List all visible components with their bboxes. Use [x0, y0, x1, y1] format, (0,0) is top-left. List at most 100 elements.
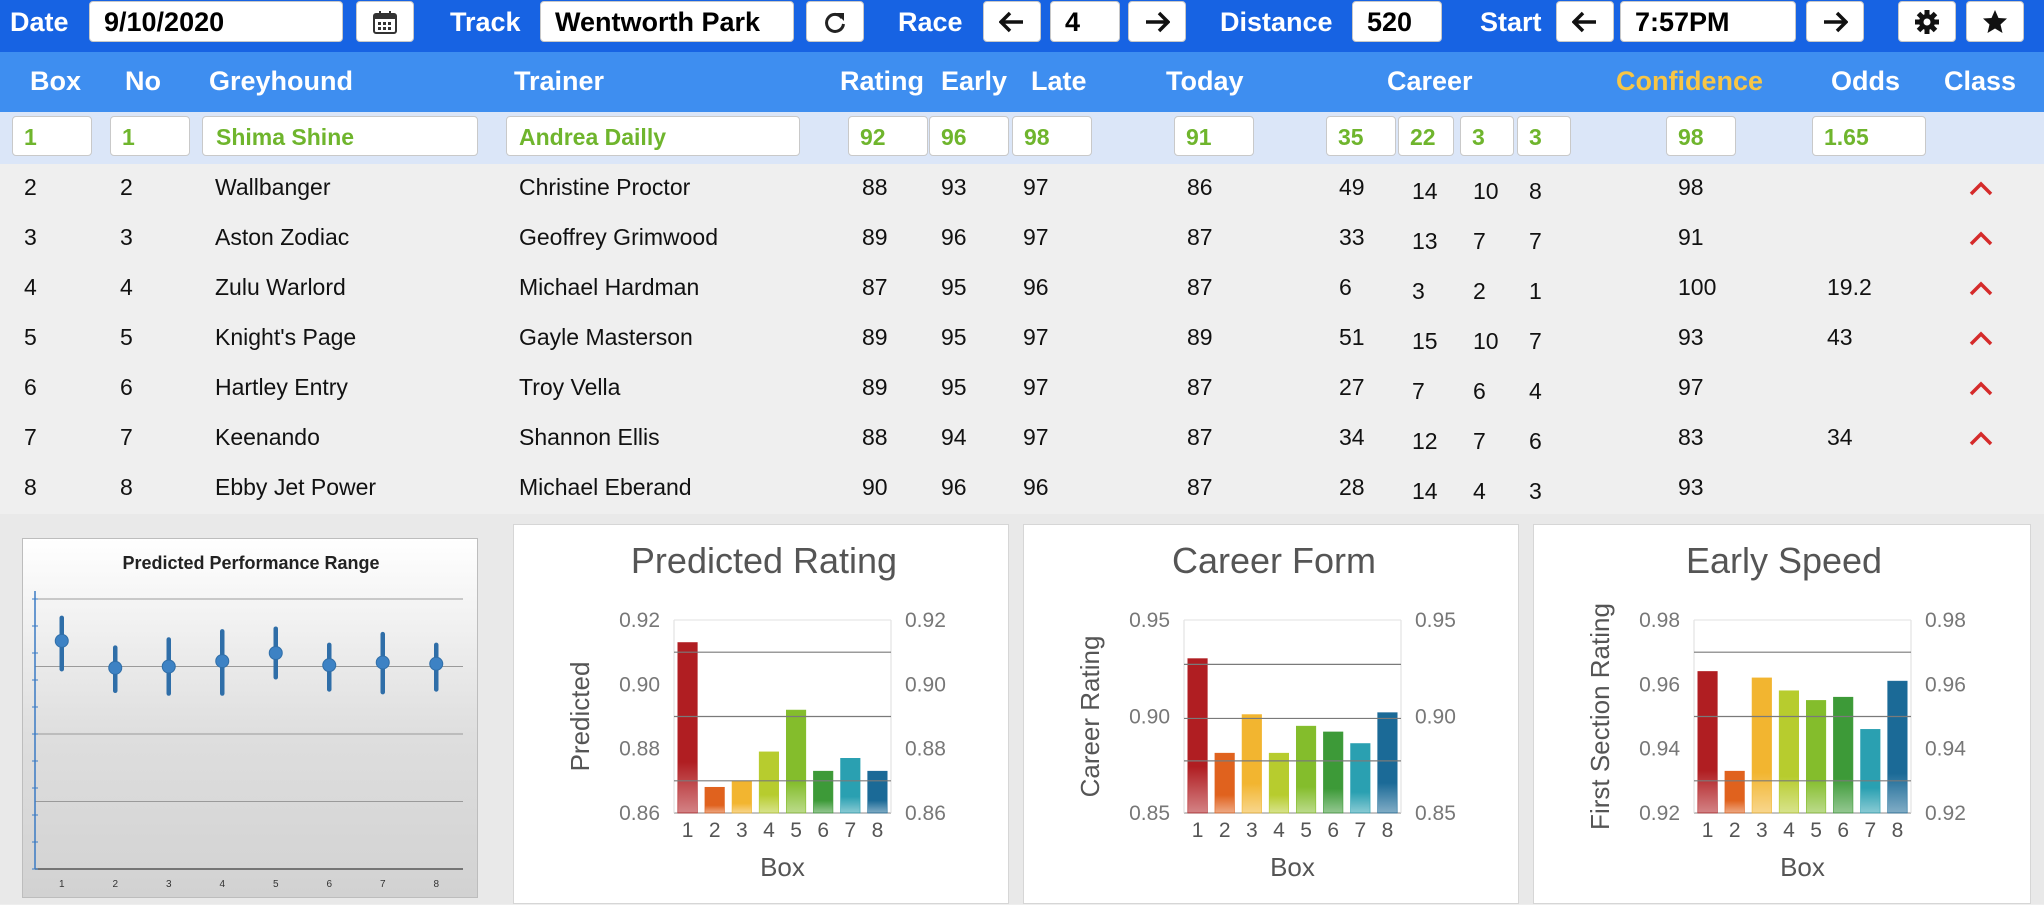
cell-greyhound: Ebby Jet Power	[215, 474, 377, 500]
cell-no: 3	[120, 224, 133, 250]
cell-odds: 19.2	[1827, 274, 1872, 300]
bar	[1295, 725, 1317, 814]
cell-career-wins: 13	[1412, 228, 1438, 254]
x-tick-label: 1	[1702, 819, 1714, 842]
y2-tick-label: 0.88	[905, 738, 946, 761]
selected-career-starts-field[interactable]: 35	[1326, 116, 1396, 156]
selected-career-seconds-field[interactable]: 3	[1460, 116, 1514, 156]
y2-tick-label: 0.96	[1925, 673, 1966, 696]
cell-career-seconds: 4	[1473, 478, 1486, 504]
start-field[interactable]: 7:57PM	[1620, 1, 1796, 42]
x-tick-label: 5	[273, 879, 279, 890]
y2-tick-label: 0.92	[905, 609, 946, 632]
table-row[interactable]: 3 3 Aston Zodiac Geoffrey Grimwood 89 96…	[0, 214, 2044, 264]
cell-today: 87	[1187, 224, 1213, 250]
selected-box-field[interactable]: 1	[12, 116, 92, 156]
race-prev-button[interactable]	[983, 1, 1041, 42]
table-row[interactable]: 6 6 Hartley Entry Troy Vella 89 95 97 87…	[0, 364, 2044, 414]
chevron-up-icon[interactable]	[1968, 278, 1994, 298]
col-late[interactable]: Late	[1031, 66, 1087, 96]
selected-no-field[interactable]: 1	[110, 116, 190, 156]
cell-trainer: Michael Hardman	[519, 274, 700, 300]
cell-career-thirds: 1	[1529, 278, 1542, 304]
selected-today-field[interactable]: 91	[1174, 116, 1254, 156]
settings-button[interactable]	[1898, 1, 1956, 42]
x-tick-label: 2	[112, 879, 118, 890]
favorite-button[interactable]	[1966, 1, 2024, 42]
cell-career-seconds: 2	[1473, 278, 1486, 304]
col-box[interactable]: Box	[30, 66, 82, 96]
bar	[731, 780, 752, 814]
y-tick-label: 0.92	[619, 609, 660, 632]
cell-box: 8	[24, 474, 37, 500]
date-label: Date	[10, 7, 69, 37]
chart-title: Career Form	[1172, 540, 1376, 581]
bar	[840, 758, 861, 814]
table-row[interactable]: 5 5 Knight's Page Gayle Masterson 89 95 …	[0, 314, 2044, 364]
x-tick-label: 6	[817, 819, 829, 842]
table-row[interactable]: 2 2 Wallbanger Christine Proctor 88 93 9…	[0, 164, 2044, 214]
x-tick-label: 3	[166, 879, 172, 890]
cell-today: 89	[1187, 324, 1213, 350]
y2-tick-label: 0.94	[1925, 738, 1966, 761]
col-class[interactable]: Class	[1944, 66, 2017, 96]
table-row[interactable]: 7 7 Keenando Shannon Ellis 88 94 97 87 3…	[0, 414, 2044, 464]
col-no[interactable]: No	[125, 66, 161, 96]
bar	[1833, 696, 1854, 814]
cell-no: 6	[120, 374, 133, 400]
cell-career-seconds: 10	[1473, 178, 1499, 204]
cell-odds: 43	[1827, 324, 1853, 350]
col-trainer[interactable]: Trainer	[514, 66, 605, 96]
arrow-right-icon	[1824, 11, 1848, 32]
col-confidence[interactable]: Confidence	[1616, 66, 1764, 96]
table-row[interactable]: 8 8 Ebby Jet Power Michael Eberand 90 96…	[0, 464, 2044, 514]
cell-today: 87	[1187, 374, 1213, 400]
cell-career-thirds: 3	[1529, 478, 1542, 504]
col-rating[interactable]: Rating	[840, 66, 924, 96]
cell-today: 87	[1187, 424, 1213, 450]
x-tick-label: 4	[1273, 819, 1285, 842]
selected-confidence-field[interactable]: 98	[1666, 116, 1736, 156]
selected-career-thirds-field[interactable]: 3	[1517, 116, 1571, 156]
race-next-button[interactable]	[1128, 1, 1186, 42]
col-early[interactable]: Early	[941, 66, 1008, 96]
cell-career-thirds: 4	[1529, 378, 1542, 404]
selected-early-field[interactable]: 96	[929, 116, 1009, 156]
chevron-up-icon[interactable]	[1968, 378, 1994, 398]
chevron-up-icon[interactable]	[1968, 328, 1994, 348]
track-field[interactable]: Wentworth Park	[540, 1, 794, 42]
start-prev-button[interactable]	[1556, 1, 1614, 42]
calendar-button[interactable]	[356, 1, 414, 42]
bar	[1377, 712, 1398, 814]
early-speed-chart: Early Speed 1 2 3 4 5 6 7 8 0.98 0.98 0.96 0.96 0.94 0…	[1585, 540, 1966, 882]
bar	[1860, 729, 1881, 814]
selected-greyhound-field[interactable]: Shima Shine	[202, 116, 478, 156]
cell-early: 94	[941, 424, 967, 450]
col-greyhound[interactable]: Greyhound	[209, 66, 354, 96]
x-tick-label: 6	[1837, 819, 1849, 842]
selected-odds-field[interactable]: 1.65	[1812, 116, 1926, 156]
range-point	[108, 660, 123, 675]
col-career[interactable]: Career	[1387, 66, 1473, 96]
refresh-button[interactable]	[806, 1, 864, 42]
cell-greyhound: Wallbanger	[215, 174, 331, 200]
date-field[interactable]: 9/10/2020	[89, 1, 343, 42]
chart-title: Early Speed	[1686, 540, 1882, 581]
selected-trainer-field[interactable]: Andrea Dailly	[506, 116, 800, 156]
selected-career-wins-field[interactable]: 22	[1398, 116, 1454, 156]
col-today[interactable]: Today	[1166, 66, 1244, 96]
bar	[1241, 714, 1262, 814]
cell-late: 97	[1023, 324, 1049, 350]
col-odds[interactable]: Odds	[1831, 66, 1901, 96]
chevron-up-icon[interactable]	[1968, 178, 1994, 198]
chevron-up-icon[interactable]	[1968, 428, 1994, 448]
cell-odds: 34	[1827, 424, 1853, 450]
x-tick-label: 3	[736, 819, 748, 842]
selected-late-field[interactable]: 98	[1012, 116, 1092, 156]
race-field[interactable]: 4	[1050, 1, 1120, 42]
distance-field[interactable]: 520	[1352, 1, 1442, 42]
start-next-button[interactable]	[1806, 1, 1864, 42]
selected-rating-field[interactable]: 92	[848, 116, 928, 156]
table-row[interactable]: 4 4 Zulu Warlord Michael Hardman 87 95 9…	[0, 264, 2044, 314]
chevron-up-icon[interactable]	[1968, 228, 1994, 248]
